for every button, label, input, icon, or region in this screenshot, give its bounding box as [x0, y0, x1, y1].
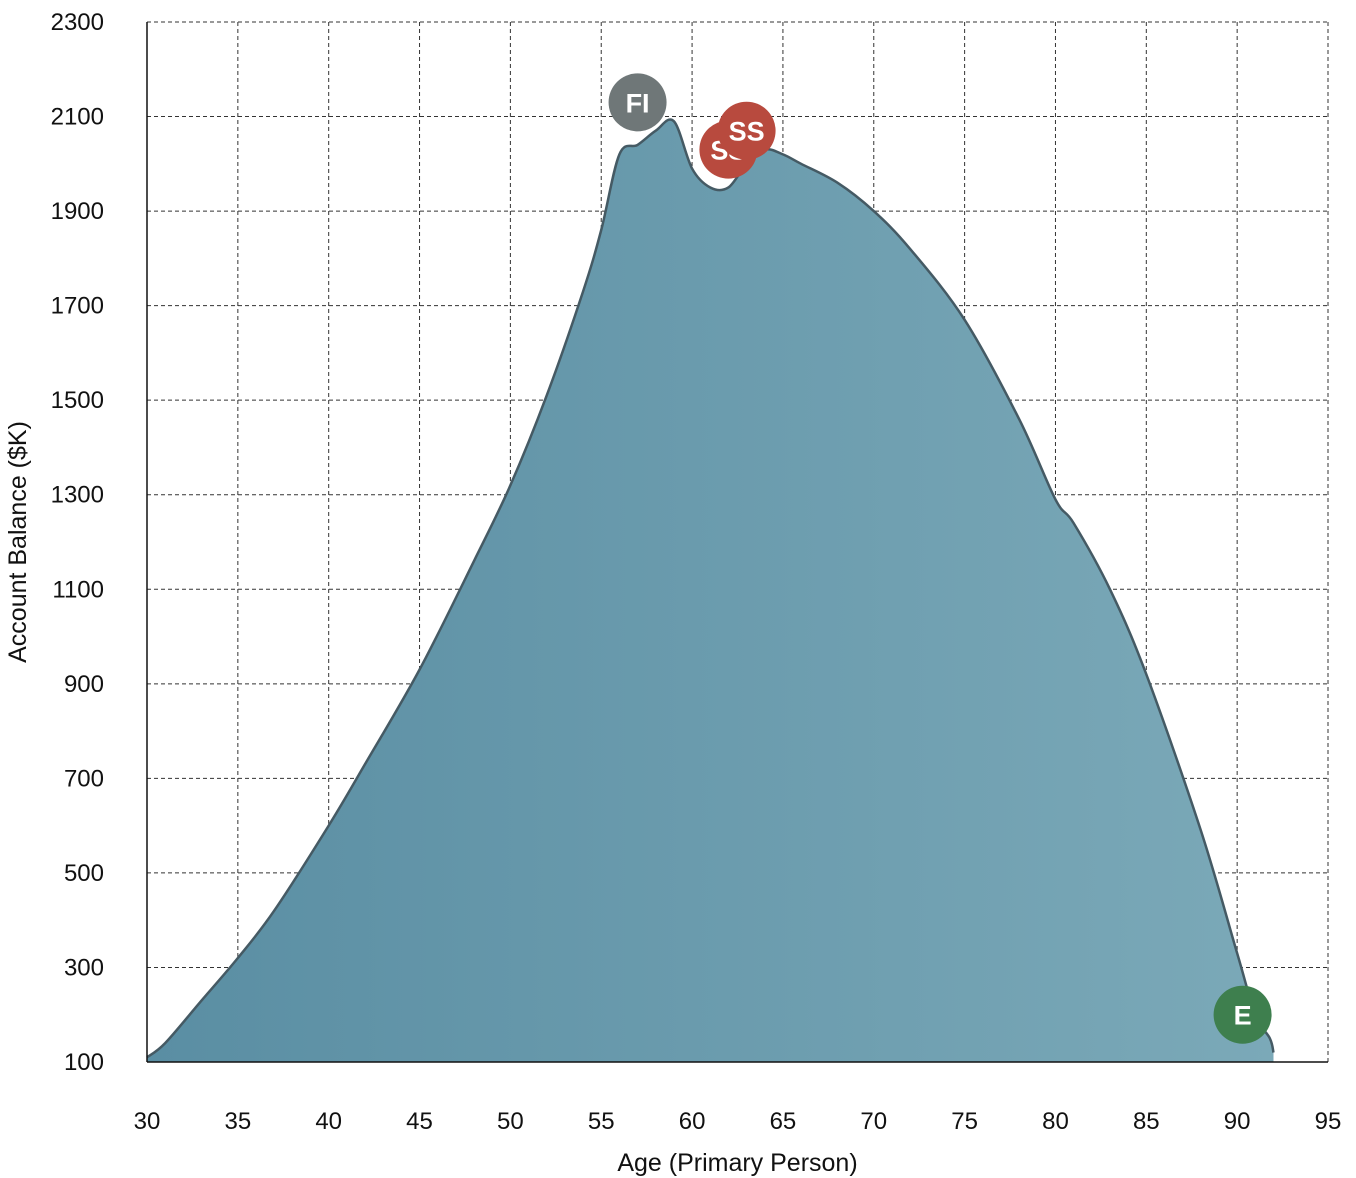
y-tick-label: 2100 — [51, 104, 104, 131]
marker-label: SS — [729, 117, 765, 147]
y-axis-label: Account Balance ($K) — [4, 421, 32, 663]
x-tick-label: 80 — [1042, 1108, 1069, 1135]
y-tick-label: 1900 — [51, 198, 104, 225]
marker-label: E — [1234, 1001, 1252, 1031]
marker-label: FI — [626, 88, 650, 118]
y-tick-label: 500 — [64, 860, 104, 887]
x-tick-label: 85 — [1133, 1108, 1160, 1135]
marker-e: E — [1213, 985, 1272, 1044]
marker-fi: FI — [608, 73, 667, 132]
x-axis-label: Age (Primary Person) — [617, 1149, 857, 1177]
x-tick-label: 50 — [497, 1108, 524, 1135]
balance-line — [146, 118, 1275, 1059]
y-tick-label: 2300 — [51, 9, 104, 36]
event-markers: FISSSSE — [608, 73, 1272, 1044]
x-tick-label: 75 — [951, 1108, 978, 1135]
y-tick-label: 1700 — [51, 293, 104, 320]
plot-area — [146, 118, 1275, 1063]
y-tick-label: 100 — [64, 1049, 104, 1076]
x-tick-labels: 30 35 40 45 50 55 60 65 70 75 80 85 90 95 — [134, 1108, 1342, 1135]
axes — [146, 22, 1328, 1063]
balance-area — [147, 119, 1274, 1063]
x-tick-label: 55 — [588, 1108, 615, 1135]
x-tick-label: 70 — [860, 1108, 887, 1135]
marker-ss: SS — [717, 101, 776, 160]
y-tick-label: 900 — [64, 671, 104, 698]
x-tick-label: 65 — [770, 1108, 797, 1135]
x-tick-label: 35 — [224, 1108, 251, 1135]
y-tick-label: 1300 — [51, 482, 104, 509]
marker-circle — [1213, 985, 1272, 1044]
marker-circle — [608, 73, 667, 132]
x-tick-label: 95 — [1315, 1108, 1342, 1135]
y-tick-label: 1500 — [51, 387, 104, 414]
x-tick-label: 90 — [1224, 1108, 1251, 1135]
marker-circle — [717, 101, 776, 160]
y-tick-labels: 100 300 500 700 900 1100 1300 1500 1700 1900 2100 2… — [51, 9, 104, 1076]
x-tick-label: 40 — [315, 1108, 342, 1135]
x-tick-label: 30 — [134, 1108, 161, 1135]
y-tick-label: 700 — [64, 765, 104, 792]
y-tick-label: 300 — [64, 954, 104, 981]
x-tick-label: 60 — [679, 1108, 706, 1135]
x-tick-label: 45 — [406, 1108, 433, 1135]
y-tick-label: 1100 — [52, 576, 104, 603]
